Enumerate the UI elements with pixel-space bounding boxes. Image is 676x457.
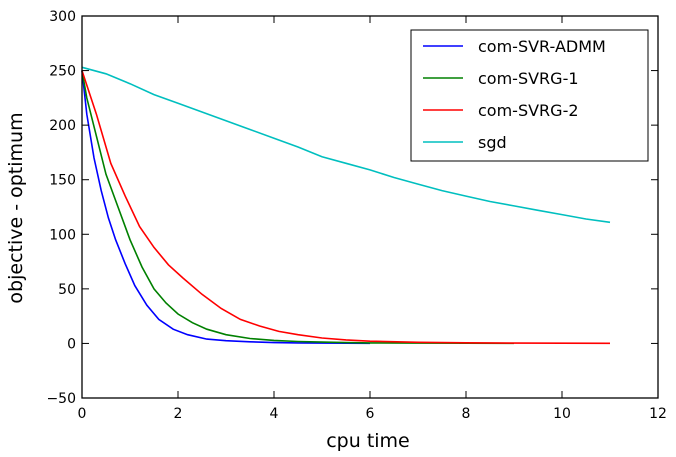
x-axis-label: cpu time: [326, 430, 410, 452]
y-tick-label: 150: [49, 173, 76, 189]
legend-label: com-SVRG-2: [478, 101, 579, 120]
x-tick-label: 8: [462, 406, 471, 422]
x-tick-label: 2: [174, 406, 183, 422]
x-tick-label: 6: [366, 406, 375, 422]
y-tick-label: 250: [49, 64, 76, 80]
y-tick-label: 200: [49, 118, 76, 134]
legend-label: sgd: [478, 133, 507, 152]
legend-label: com-SVR-ADMM: [478, 37, 606, 56]
series-line-com-svrg-1: [81, 70, 515, 345]
legend-box: [410, 29, 649, 162]
series-lines: [81, 66, 611, 345]
series-line-sgd: [81, 66, 611, 224]
x-tick-label: 0: [78, 406, 87, 422]
x-tick-label: 4: [270, 406, 279, 422]
legend: com-SVR-ADMM com-SVRG-1 com-SVRG-2 sgd: [410, 29, 649, 162]
series-line-com-svr-admm: [81, 70, 371, 345]
y-tick-label: 50: [58, 282, 76, 298]
x-tick-label: 10: [553, 406, 571, 422]
y-tick-label: −50: [46, 391, 76, 407]
y-tick-label: 0: [67, 336, 76, 352]
y-tick-label: 100: [49, 227, 76, 243]
legend-label: com-SVRG-1: [478, 69, 579, 88]
y-axis-label: objective - optimum: [5, 112, 27, 303]
x-tick-label: 12: [649, 406, 667, 422]
y-tick-label: 300: [49, 9, 76, 25]
series-line-com-svrg-2: [81, 70, 611, 345]
